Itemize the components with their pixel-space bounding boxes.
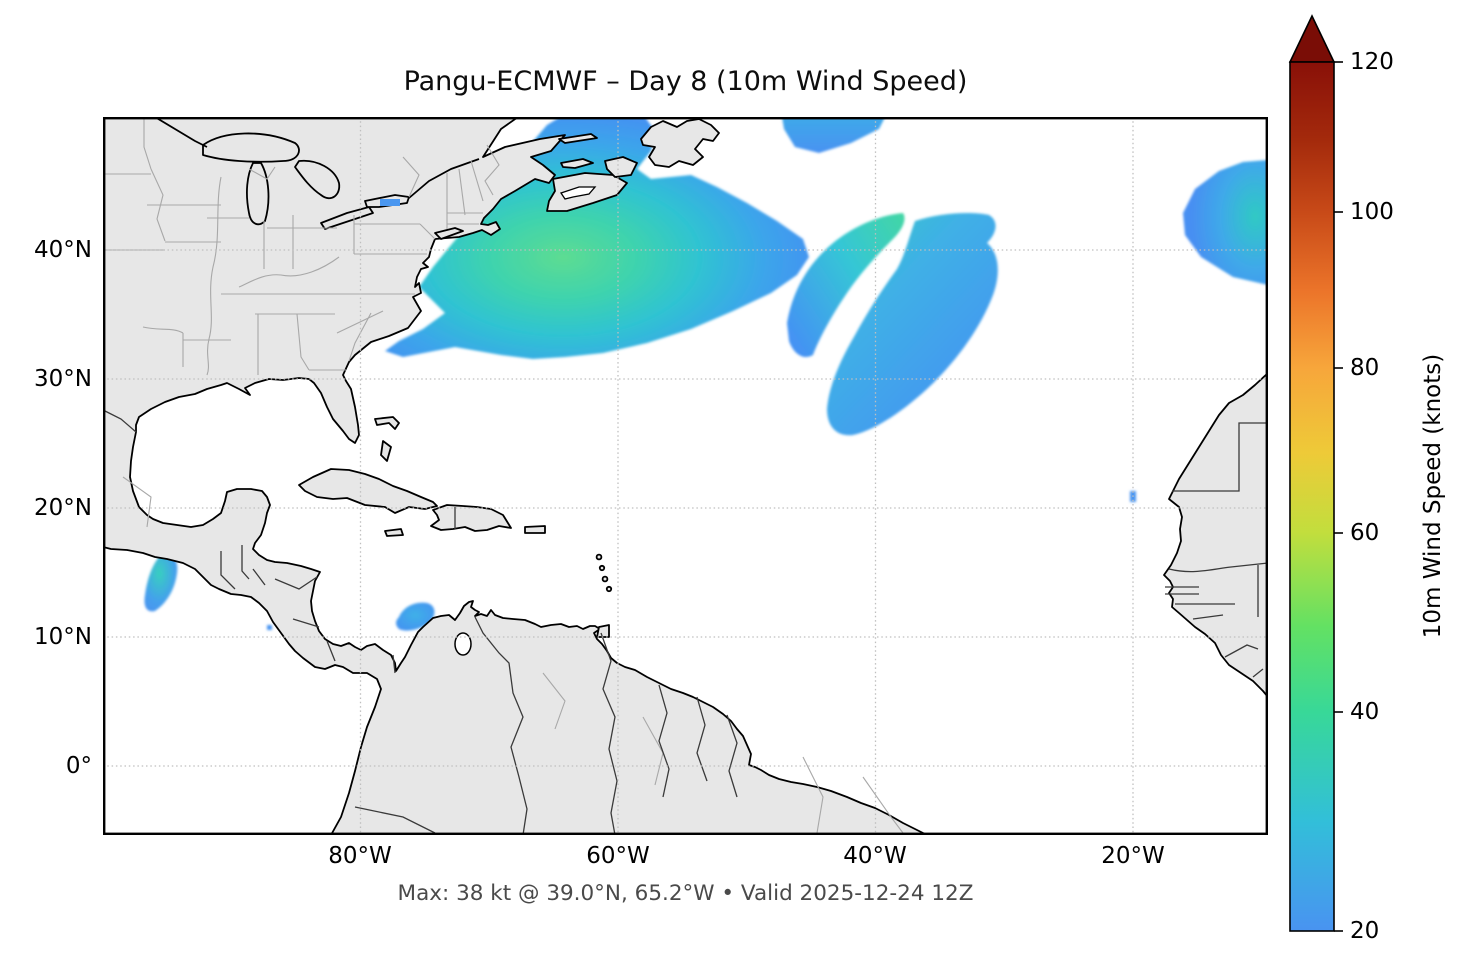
ytick-10n: 10°N [34,624,92,650]
border-lakes-chain [154,117,208,148]
hispaniola [430,504,512,532]
lesser-antilles-2 [598,564,606,572]
land-polygons [103,117,1268,835]
map-frame [103,117,1268,835]
ytick-40n: 40°N [34,237,92,263]
bahamas-north [374,416,400,430]
wind-blob-colombia-coast [396,602,435,631]
lesser-antilles-3 [601,575,609,583]
colorbar-over-arrow [1288,14,1336,63]
map-canvas [103,117,1268,835]
colorbar-gradient [1289,61,1335,932]
long-island [434,227,464,240]
chart-title: Pangu-ECMWF – Day 8 (10m Wind Speed) [403,66,968,97]
jamaica [384,528,404,537]
anticosti-island [558,133,598,144]
st-lawrence-river [408,158,480,199]
colorbar-tick-marks [1334,61,1343,932]
wind-blob-tehuantepec [144,553,178,612]
ytick-30n: 30°N [34,366,92,392]
lake-maracaibo [454,632,472,656]
xtick-80w: 80°W [328,843,392,869]
xtick-60w: 60°W [586,843,650,869]
cbar-tick-100: 100 [1350,199,1394,225]
bahamas-south [380,440,392,462]
cbar-tick-20: 20 [1350,918,1380,944]
lake-superior [202,132,300,163]
wind-blob-central-atlantic-left-lobe [787,213,905,358]
cbar-tick-40: 40 [1350,699,1380,725]
minas-basin-notch [559,186,597,200]
wind-speck-pacific [267,625,272,630]
ytick-20n: 20°N [34,495,92,521]
newfoundland [640,118,720,168]
cbar-tick-60: 60 [1350,520,1380,546]
state-borders [103,117,904,834]
cuba [298,468,438,514]
colorbar-axis-label: 10m Wind Speed (knots) [1420,353,1446,639]
lake-huron [294,159,341,200]
lesser-antilles-1 [595,553,603,561]
country-borders [103,409,1268,835]
figure-caption: Max: 38 kt @ 39.0°N, 65.2°W • Valid 2025… [397,881,974,906]
cbar-tick-120: 120 [1350,49,1394,75]
trinidad [596,624,610,638]
wind-blob-central-atlantic-right-lobe [827,213,998,436]
coastline-west-africa [1163,372,1268,698]
lake-michigan [246,162,270,226]
wind-streak-lake-ontario [380,199,400,206]
gridlines [103,117,1268,835]
xtick-20w: 20°W [1101,843,1165,869]
wind-blob-right-edge [1183,160,1268,285]
colorbar [1288,14,1343,932]
cape-breton-island [604,156,638,178]
ytick-0: 0° [65,753,92,779]
prince-edward-island [560,158,594,169]
puerto-rico [524,525,546,534]
lesser-antilles-4 [605,585,613,593]
wind-blob-top-edge-patch [782,117,885,153]
coastline-north-south-america [103,117,928,835]
cbar-tick-80: 80 [1350,355,1380,381]
wind-blob-northwest-atlantic [385,117,809,359]
xtick-40w: 40°W [843,843,907,869]
